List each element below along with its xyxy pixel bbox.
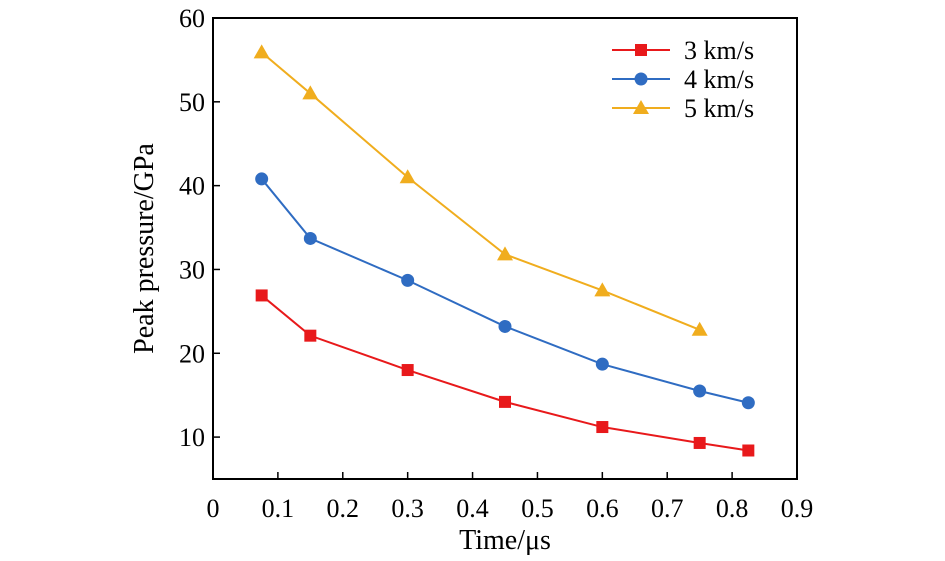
y-tick-label: 60 bbox=[179, 4, 205, 33]
data-point bbox=[595, 357, 609, 371]
legend-marker bbox=[634, 72, 648, 86]
data-point bbox=[255, 172, 269, 186]
data-point bbox=[401, 273, 415, 287]
series-group bbox=[255, 289, 755, 457]
data-point bbox=[742, 444, 755, 457]
data-point bbox=[498, 319, 512, 333]
data-point bbox=[399, 169, 416, 184]
data-series bbox=[253, 44, 755, 457]
data-point bbox=[497, 246, 513, 261]
series-group bbox=[255, 172, 755, 410]
y-axis-title: Peak pressure/GPa bbox=[129, 143, 160, 354]
data-point bbox=[253, 44, 270, 59]
y-tick-label: 20 bbox=[179, 339, 205, 368]
x-tick-label: 0.3 bbox=[391, 494, 424, 523]
data-point bbox=[304, 329, 317, 342]
data-point bbox=[499, 395, 511, 408]
plot-frame bbox=[212, 17, 798, 480]
x-tick-label: 0.5 bbox=[521, 494, 554, 523]
series-line bbox=[261, 294, 749, 452]
series-line bbox=[260, 178, 749, 404]
legend-marker bbox=[633, 100, 649, 114]
x-tick-label: 0.2 bbox=[327, 494, 360, 523]
data-point bbox=[401, 364, 414, 377]
data-point bbox=[693, 384, 707, 398]
y-tick-label: 40 bbox=[179, 172, 205, 201]
x-tick-label: 0 bbox=[207, 494, 220, 523]
legend-label: 5 km/s bbox=[684, 94, 754, 123]
y-tick-label: 50 bbox=[179, 88, 205, 117]
data-point bbox=[741, 396, 755, 410]
data-point bbox=[691, 321, 708, 336]
data-point bbox=[255, 289, 268, 302]
legend-item: 3 km/s bbox=[612, 36, 754, 65]
series-line bbox=[261, 51, 701, 331]
legend: 3 km/s4 km/s5 km/s bbox=[612, 36, 754, 123]
legend-item: 4 km/s bbox=[612, 65, 754, 94]
x-tick-label: 0.8 bbox=[716, 494, 749, 523]
legend-label: 3 km/s bbox=[684, 36, 754, 65]
data-point bbox=[303, 231, 317, 245]
data-point bbox=[693, 436, 706, 449]
legend-label: 4 km/s bbox=[684, 65, 754, 94]
y-tick-label: 10 bbox=[179, 423, 205, 452]
x-axis-title: Time/μs bbox=[459, 525, 551, 556]
x-tick-label: 0.1 bbox=[262, 494, 295, 523]
legend-marker bbox=[635, 44, 647, 56]
x-tick-label: 0.9 bbox=[781, 494, 814, 523]
data-point bbox=[596, 421, 609, 434]
x-tick-label: 0.6 bbox=[586, 494, 619, 523]
series-group bbox=[253, 44, 708, 336]
axis-ticks: 0 0.1 0.2 0.3 0.4 0.5 0.6 0.7 0.8 0.9 10 20 30 40 50 60 bbox=[179, 4, 813, 523]
data-point bbox=[302, 85, 319, 100]
y-tick-label: 30 bbox=[179, 255, 205, 284]
x-tick-label: 0.7 bbox=[651, 494, 684, 523]
data-point bbox=[594, 282, 611, 297]
legend-item: 5 km/s bbox=[612, 94, 754, 123]
x-tick-label: 0.4 bbox=[456, 494, 489, 523]
